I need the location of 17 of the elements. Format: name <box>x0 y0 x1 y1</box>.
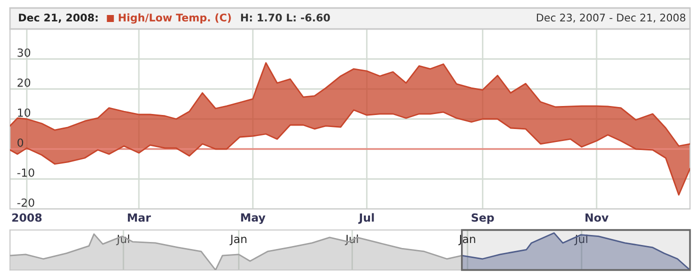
text: Dec 21, 2008: <box>18 14 98 23</box>
text: H: 1.70 L: -6.60 <box>241 14 330 22</box>
y-tick-label: 0 <box>18 138 24 147</box>
legend-label: High/Low Temp. (C) <box>118 13 231 24</box>
x-tick-label: Nov <box>586 214 609 222</box>
y-tick-label: 30 <box>18 48 30 57</box>
y-tick-label: 10 <box>18 108 30 117</box>
x-tick-label: Mar <box>128 214 151 222</box>
x-tick-label: Jul <box>358 213 374 224</box>
text: Dec 23, 2007 - Dec 21, 2008 <box>536 14 686 23</box>
y-tick-label: 20 <box>18 78 30 87</box>
y-tick-label: -10 <box>17 168 34 177</box>
x-tick-label: 2008 <box>12 213 42 222</box>
x-tick-label: Jan <box>230 234 246 246</box>
x-tick-label: May <box>241 213 266 224</box>
y-tick-label: -20 <box>17 198 34 207</box>
x-tick-label: Sep <box>472 213 494 224</box>
